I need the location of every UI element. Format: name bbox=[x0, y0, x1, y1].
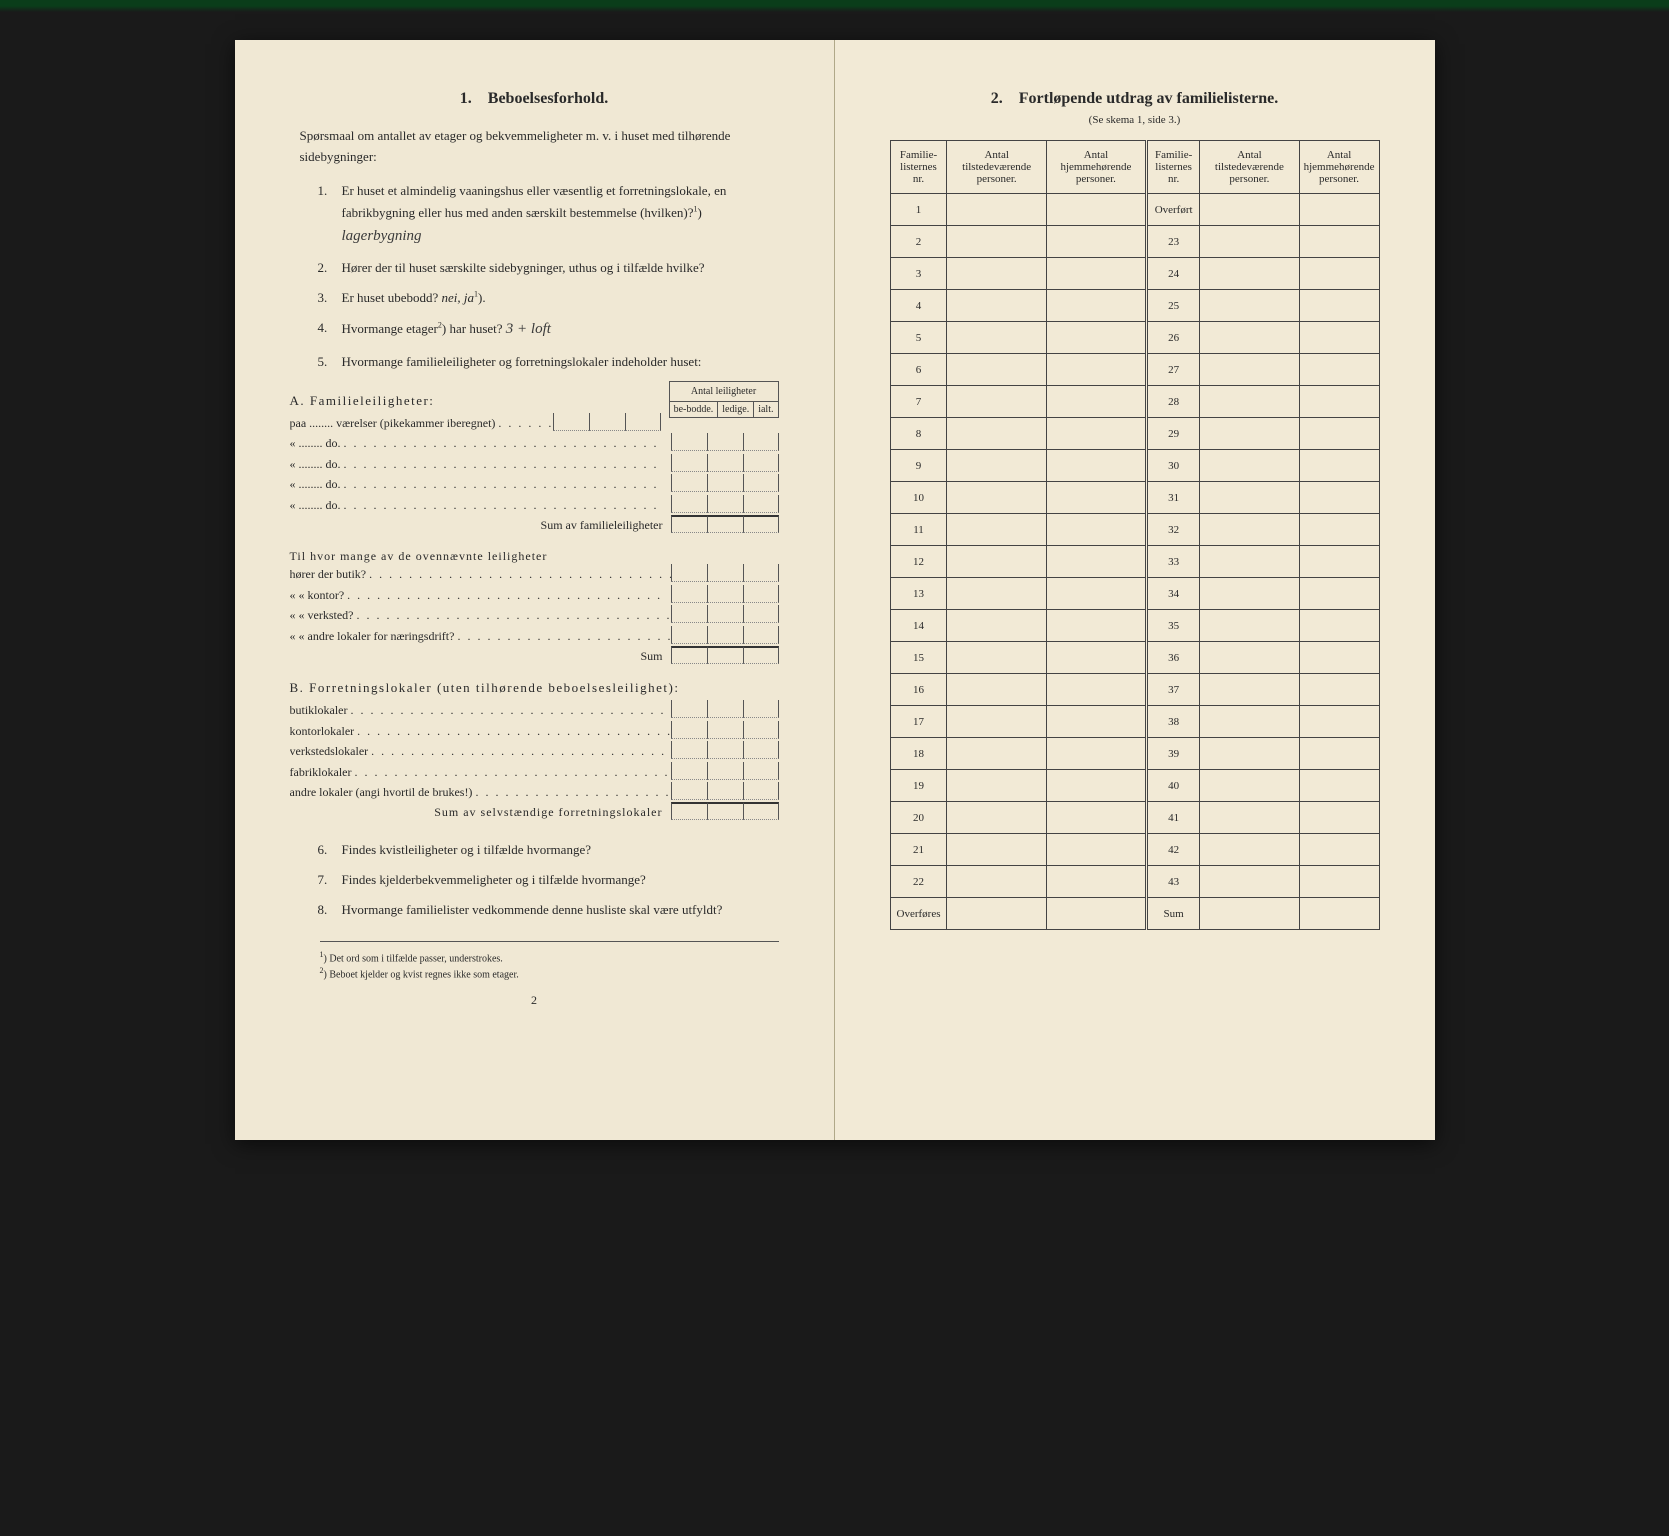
q5: 5. Hvormange familieleiligheter og forre… bbox=[318, 351, 779, 373]
form-row: paa ........ værelser (pikekammer ibereg… bbox=[290, 413, 661, 433]
footnote-1: 1) Det ord som i tilfælde passer, unders… bbox=[320, 950, 779, 964]
table-row: 324 bbox=[890, 258, 1379, 290]
q4: 4. Hvormange etager2) har huset? 3 + lof… bbox=[318, 317, 779, 343]
table-row: 2243 bbox=[890, 866, 1379, 898]
footnotes: 1) Det ord som i tilfælde passer, unders… bbox=[320, 941, 779, 981]
q8: 8. Hvormange familielister vedkommende d… bbox=[318, 899, 779, 921]
section-b: B. Forretningslokaler (uten tilhørende b… bbox=[290, 680, 779, 822]
table-row: 1839 bbox=[890, 738, 1379, 770]
table-row: OverføresSum bbox=[890, 898, 1379, 930]
section-1-title: Beboelsesforhold. bbox=[488, 90, 608, 107]
section-1-header: 1. Beboelsesforhold. bbox=[290, 90, 779, 108]
table-row: 1738 bbox=[890, 706, 1379, 738]
family-list-table: Familie-listernes nr. Antal tilstedevære… bbox=[890, 140, 1380, 930]
form-row: « ........ do. bbox=[290, 433, 779, 453]
table-row: 2041 bbox=[890, 802, 1379, 834]
table-row: 223 bbox=[890, 226, 1379, 258]
form-row: hører der butik? bbox=[290, 564, 779, 584]
table-row: 728 bbox=[890, 386, 1379, 418]
table-row: 2142 bbox=[890, 834, 1379, 866]
table-row: 1637 bbox=[890, 674, 1379, 706]
form-row: andre lokaler (angi hvortil de brukes!) bbox=[290, 782, 779, 802]
q1-answer: lagerbygning bbox=[342, 228, 422, 244]
section-mid: Til hvor mange av de ovennævnte leilighe… bbox=[290, 549, 779, 666]
q1: 1. Er huset et almindelig vaaningshus el… bbox=[318, 180, 779, 250]
section-1-num: 1. bbox=[460, 90, 472, 107]
q6: 6. Findes kvistleiligheter og i tilfælde… bbox=[318, 839, 779, 861]
form-row: verkstedslokaler bbox=[290, 741, 779, 761]
q2: 2. Hører der til huset særskilte sidebyg… bbox=[318, 257, 779, 279]
footnote-2: 2) Beboet kjelder og kvist regnes ikke s… bbox=[320, 966, 779, 980]
section-2-subtitle: (Se skema 1, side 3.) bbox=[890, 114, 1380, 126]
table-row: 1435 bbox=[890, 610, 1379, 642]
top-edge bbox=[0, 0, 1669, 12]
form-row: fabriklokaler bbox=[290, 762, 779, 782]
table-row: 1334 bbox=[890, 578, 1379, 610]
table-row: 1031 bbox=[890, 482, 1379, 514]
form-row: « ........ do. bbox=[290, 495, 779, 515]
questions-bottom: 6. Findes kvistleiligheter og i tilfælde… bbox=[318, 839, 779, 921]
table-row: 1132 bbox=[890, 514, 1379, 546]
q7: 7. Findes kjelderbekvemmeligheter og i t… bbox=[318, 869, 779, 891]
table-row: 1233 bbox=[890, 546, 1379, 578]
table-row: 425 bbox=[890, 290, 1379, 322]
form-row: butiklokaler bbox=[290, 700, 779, 720]
table-row: 1Overført bbox=[890, 194, 1379, 226]
form-row: kontorlokaler bbox=[290, 721, 779, 741]
table-row: 829 bbox=[890, 418, 1379, 450]
form-row: « « verksted? bbox=[290, 605, 779, 625]
page-number: 2 bbox=[290, 993, 779, 1008]
book-spread: 1. Beboelsesforhold. Spørsmaal om antall… bbox=[235, 40, 1435, 1140]
mini-table-header: Antal leiligheter be-bodde. ledige. ialt… bbox=[669, 381, 779, 418]
table-row: 1940 bbox=[890, 770, 1379, 802]
table-row: 627 bbox=[890, 354, 1379, 386]
table-row: 526 bbox=[890, 322, 1379, 354]
form-row: « ........ do. bbox=[290, 474, 779, 494]
left-page: 1. Beboelsesforhold. Spørsmaal om antall… bbox=[235, 40, 835, 1140]
form-row: « « kontor? bbox=[290, 585, 779, 605]
table-row: 930 bbox=[890, 450, 1379, 482]
form-row: « ........ do. bbox=[290, 454, 779, 474]
q3: 3. Er huset ubebodd? nei, ja1). bbox=[318, 287, 779, 309]
question-list: 1. Er huset et almindelig vaaningshus el… bbox=[318, 180, 779, 373]
form-row: « « andre lokaler for næringsdrift? bbox=[290, 626, 779, 646]
section-2-header: 2. Fortløpende utdrag av familielisterne… bbox=[890, 90, 1380, 108]
intro-text: Spørsmaal om antallet av etager og bekve… bbox=[300, 126, 779, 168]
q4-answer: 3 + loft bbox=[506, 321, 551, 337]
right-page: 2. Fortløpende utdrag av familielisterne… bbox=[835, 40, 1435, 1140]
table-row: 1536 bbox=[890, 642, 1379, 674]
